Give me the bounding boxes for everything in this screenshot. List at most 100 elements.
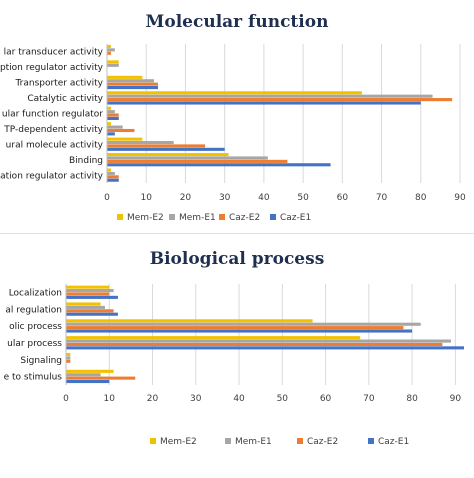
x-tick-label: 90	[454, 193, 466, 203]
legend-swatch-mem-e1	[169, 214, 175, 220]
bar-mem-e1-1	[107, 63, 119, 67]
bar-caz-e2-0	[66, 292, 110, 296]
bar-mem-e2-5	[66, 369, 114, 373]
x-tick-label: 40	[233, 394, 245, 404]
bar-caz-e2-6	[107, 144, 206, 148]
chart-title: Biological process	[150, 249, 325, 269]
molecular-function-chart-svg: Molecular function 0 10 20 30 40 50 60 70 80 90 lar…	[0, 12, 466, 223]
bar-caz-e2-2	[66, 326, 404, 330]
bar-caz-e1-2	[107, 86, 158, 90]
bar-caz-e2-2	[107, 82, 158, 86]
bar-caz-e1-0	[66, 295, 118, 299]
x-tick-label: 0	[104, 193, 110, 203]
x-tick-label: 30	[219, 193, 231, 203]
bar-mem-e2-3	[66, 336, 361, 340]
biological-process-chart-svg: Biological process 0 10 20 30 40 50 60 70 80 90 Loc…	[4, 249, 464, 447]
x-tick-label: 30	[190, 394, 202, 404]
bar-mem-e1-0	[107, 48, 115, 52]
category-label: ation regulator activity	[0, 171, 104, 181]
category-label: Binding	[69, 156, 103, 166]
bar-caz-e2-8	[107, 175, 119, 179]
x-tick-label: 60	[337, 193, 349, 203]
bar-caz-e1-8	[107, 178, 119, 182]
bar-mem-e2-1	[107, 60, 119, 64]
panel-divider	[0, 233, 474, 234]
bar-mem-e2-8	[107, 168, 111, 172]
bar-caz-e1-3	[66, 346, 464, 350]
category-label: ular function regulator	[2, 110, 103, 120]
category-label: Catalytic activity	[27, 94, 103, 104]
x-tick-label: 40	[258, 193, 270, 203]
legend-swatch-caz-e1	[270, 214, 276, 220]
x-tick-label: 50	[297, 193, 309, 203]
legend-swatch-mem-e2	[117, 214, 123, 220]
x-tick-label: 20	[180, 193, 192, 203]
legend-label: Mem-E2	[160, 437, 197, 447]
molecular-function-chart: Molecular function 0 10 20 30 40 50 60 70 80 90 lar…	[0, 0, 474, 232]
bar-caz-e2-5	[66, 376, 136, 380]
bar-mem-e2-6	[107, 137, 143, 141]
bar-mem-e1-0	[66, 289, 114, 293]
legend-label: Caz-E1	[280, 213, 311, 223]
category-label: olic process	[9, 322, 62, 332]
bar-caz-e2-3	[66, 342, 443, 347]
bar-caz-e2-7	[107, 159, 288, 163]
x-tick-label: 50	[277, 394, 289, 404]
legend-label: Mem-E1	[235, 437, 272, 447]
bar-mem-e2-5	[107, 122, 111, 126]
category-label: TP-dependent activity	[3, 125, 103, 135]
bar-caz-e2-4	[66, 359, 71, 363]
bar-caz-e1-6	[107, 147, 225, 151]
bar-caz-e2-4	[107, 113, 119, 117]
bar-mem-e1-2	[66, 322, 421, 326]
bar-mem-e1-5	[66, 373, 101, 377]
category-label: lar transducer activity	[4, 48, 104, 58]
bar-mem-e2-0	[66, 285, 110, 289]
bar-mem-e1-8	[107, 171, 115, 175]
bar-mem-e2-0	[107, 44, 111, 49]
bar-mem-e2-4	[66, 352, 71, 357]
legend-label: Mem-E2	[127, 213, 164, 223]
bar-mem-e1-5	[107, 125, 123, 129]
legend-swatch-caz-e2	[297, 438, 303, 444]
bar-caz-e1-3	[107, 101, 421, 105]
category-label: Transporter activity	[14, 79, 103, 89]
x-tick-label: 80	[406, 394, 418, 404]
bar-mem-e2-4	[107, 106, 111, 110]
x-tick-label: 70	[376, 193, 388, 203]
bar-mem-e1-1	[66, 305, 105, 309]
x-tick-label: 80	[415, 193, 427, 203]
legend-swatch-mem-e1	[225, 438, 231, 444]
bar-caz-e1-7	[107, 163, 331, 167]
bar-caz-e1-5	[66, 379, 110, 384]
bar-caz-e1-5	[107, 132, 115, 136]
legend-label: Caz-E2	[229, 213, 260, 223]
bar-mem-e2-2	[107, 75, 143, 79]
x-tick-label: 10	[104, 394, 116, 404]
x-tick-label: 60	[320, 394, 332, 404]
category-label: Signaling	[20, 356, 62, 366]
bar-mem-e1-6	[107, 140, 174, 145]
x-tick-label: 90	[450, 394, 462, 404]
bar-caz-e1-4	[107, 116, 119, 120]
legend-label: Caz-E2	[307, 437, 338, 447]
bar-mem-e2-7	[107, 153, 229, 157]
bar-mem-e1-7	[107, 156, 268, 160]
bar-caz-e2-0	[107, 51, 111, 55]
x-tick-label: 70	[363, 394, 375, 404]
bar-caz-e1-1	[66, 312, 118, 316]
bar-caz-e2-3	[107, 98, 453, 102]
x-tick-label: 10	[140, 193, 152, 203]
biological-process-chart: Biological process 0 10 20 30 40 50 60 70 80 90 Loc…	[0, 236, 474, 474]
category-label: ural molecule activity	[6, 140, 104, 150]
bar-caz-e2-1	[66, 309, 114, 313]
chart-title: Molecular function	[146, 12, 329, 32]
bar-mem-e2-2	[66, 319, 313, 323]
bar-mem-e2-1	[66, 302, 101, 306]
bar-caz-e1-2	[66, 329, 413, 333]
bar-mem-e1-4	[107, 110, 115, 114]
category-label: ular process	[7, 339, 62, 349]
category-label: e to stimulus	[4, 373, 63, 383]
legend-label: Mem-E1	[179, 213, 216, 223]
bar-mem-e1-3	[66, 339, 452, 343]
